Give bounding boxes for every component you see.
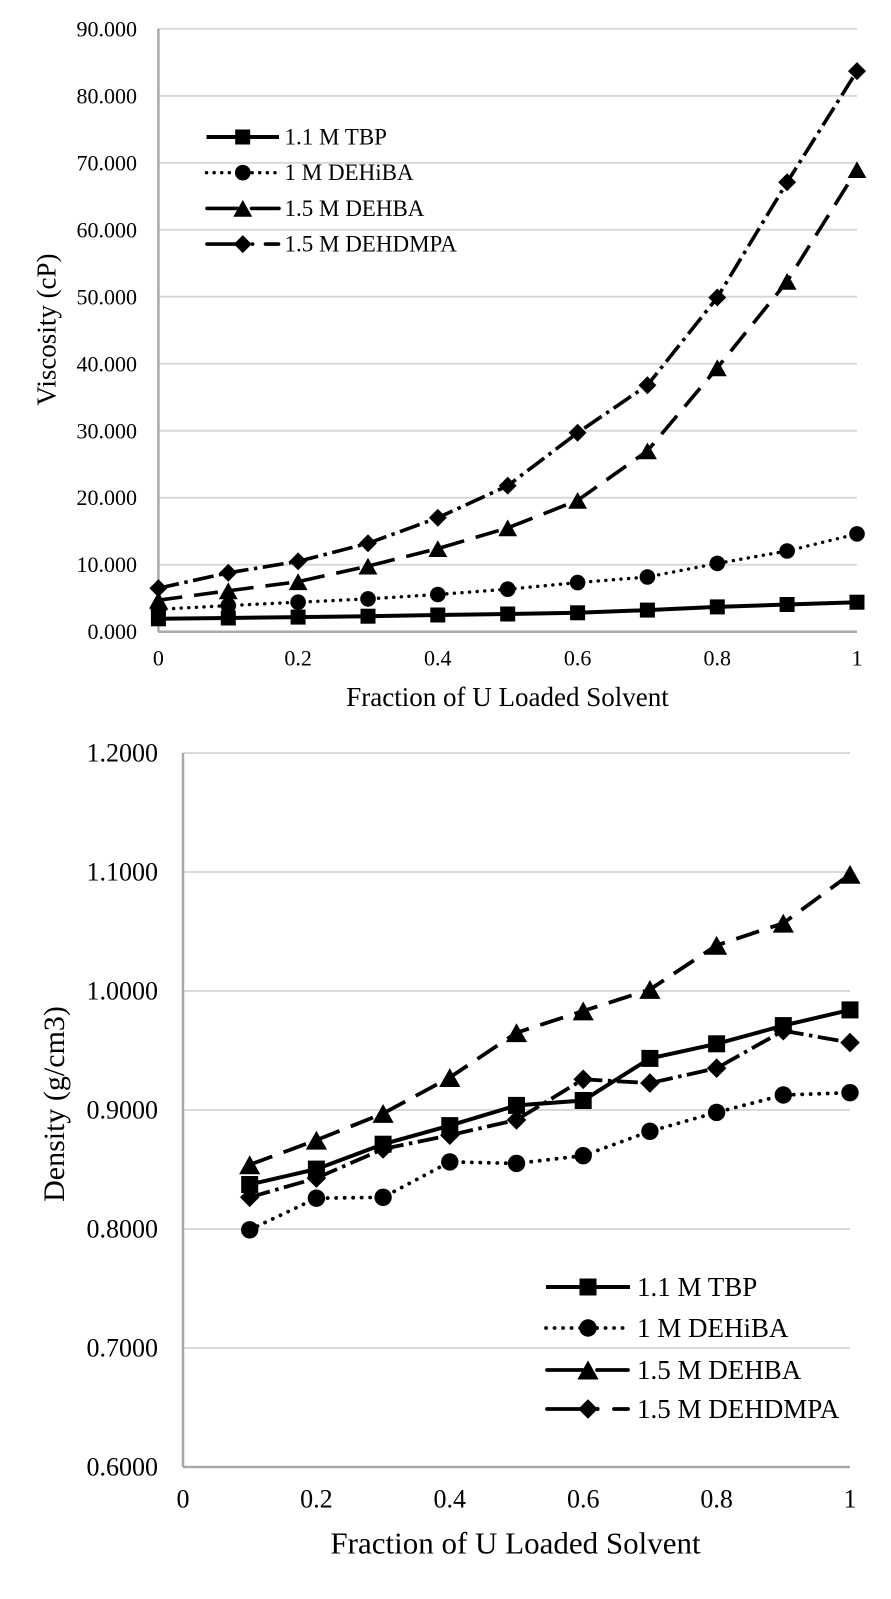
svg-text:50.000: 50.000 <box>77 284 138 309</box>
svg-text:1.2000: 1.2000 <box>87 739 159 768</box>
svg-text:0.9000: 0.9000 <box>87 1096 159 1125</box>
svg-text:0.7000: 0.7000 <box>87 1334 159 1363</box>
svg-text:10.000: 10.000 <box>77 552 138 577</box>
svg-text:1.1000: 1.1000 <box>87 858 159 887</box>
svg-text:1.5 M DEHBA: 1.5 M DEHBA <box>637 1355 802 1385</box>
svg-text:0.4: 0.4 <box>424 646 452 671</box>
svg-text:Fraction of U Loaded Solvent: Fraction of U Loaded Solvent <box>346 682 669 712</box>
svg-text:80.000: 80.000 <box>77 83 138 108</box>
svg-text:Density (g/cm3): Density (g/cm3) <box>38 1006 71 1202</box>
svg-text:1.5 M DEHDMPA: 1.5 M DEHDMPA <box>285 232 458 257</box>
svg-text:1 M DEHiBA: 1 M DEHiBA <box>637 1313 789 1343</box>
svg-text:0.8: 0.8 <box>700 1485 733 1514</box>
svg-text:90.000: 90.000 <box>77 16 138 41</box>
svg-text:1.0000: 1.0000 <box>87 977 159 1006</box>
svg-text:0.000: 0.000 <box>88 619 138 644</box>
svg-text:1.1 M TBP: 1.1 M TBP <box>285 125 387 150</box>
svg-text:0.4: 0.4 <box>434 1485 467 1514</box>
svg-text:0.6: 0.6 <box>567 1485 600 1514</box>
svg-text:0.2: 0.2 <box>284 646 312 671</box>
svg-text:30.000: 30.000 <box>77 418 138 443</box>
svg-text:60.000: 60.000 <box>77 217 138 242</box>
svg-text:40.000: 40.000 <box>77 351 138 376</box>
svg-text:70.000: 70.000 <box>77 150 138 175</box>
svg-text:1.5 M DEHBA: 1.5 M DEHBA <box>285 196 425 221</box>
svg-text:0.8000: 0.8000 <box>87 1215 159 1244</box>
svg-text:1: 1 <box>844 1485 857 1514</box>
svg-text:Viscosity (cP): Viscosity (cP) <box>32 253 62 405</box>
svg-text:0.6: 0.6 <box>564 646 592 671</box>
svg-text:1.1 M TBP: 1.1 M TBP <box>637 1272 757 1302</box>
svg-text:0.2: 0.2 <box>300 1485 333 1514</box>
svg-text:1 M DEHiBA: 1 M DEHiBA <box>285 160 414 185</box>
svg-text:1.5 M DEHDMPA: 1.5 M DEHDMPA <box>637 1394 840 1424</box>
svg-text:20.000: 20.000 <box>77 485 138 510</box>
svg-text:Fraction of U Loaded Solvent: Fraction of U Loaded Solvent <box>330 1526 701 1561</box>
svg-text:0.6000: 0.6000 <box>87 1453 159 1482</box>
svg-text:0: 0 <box>177 1485 190 1514</box>
svg-text:1: 1 <box>852 646 863 671</box>
svg-text:0.8: 0.8 <box>704 646 732 671</box>
svg-text:0: 0 <box>153 646 164 671</box>
